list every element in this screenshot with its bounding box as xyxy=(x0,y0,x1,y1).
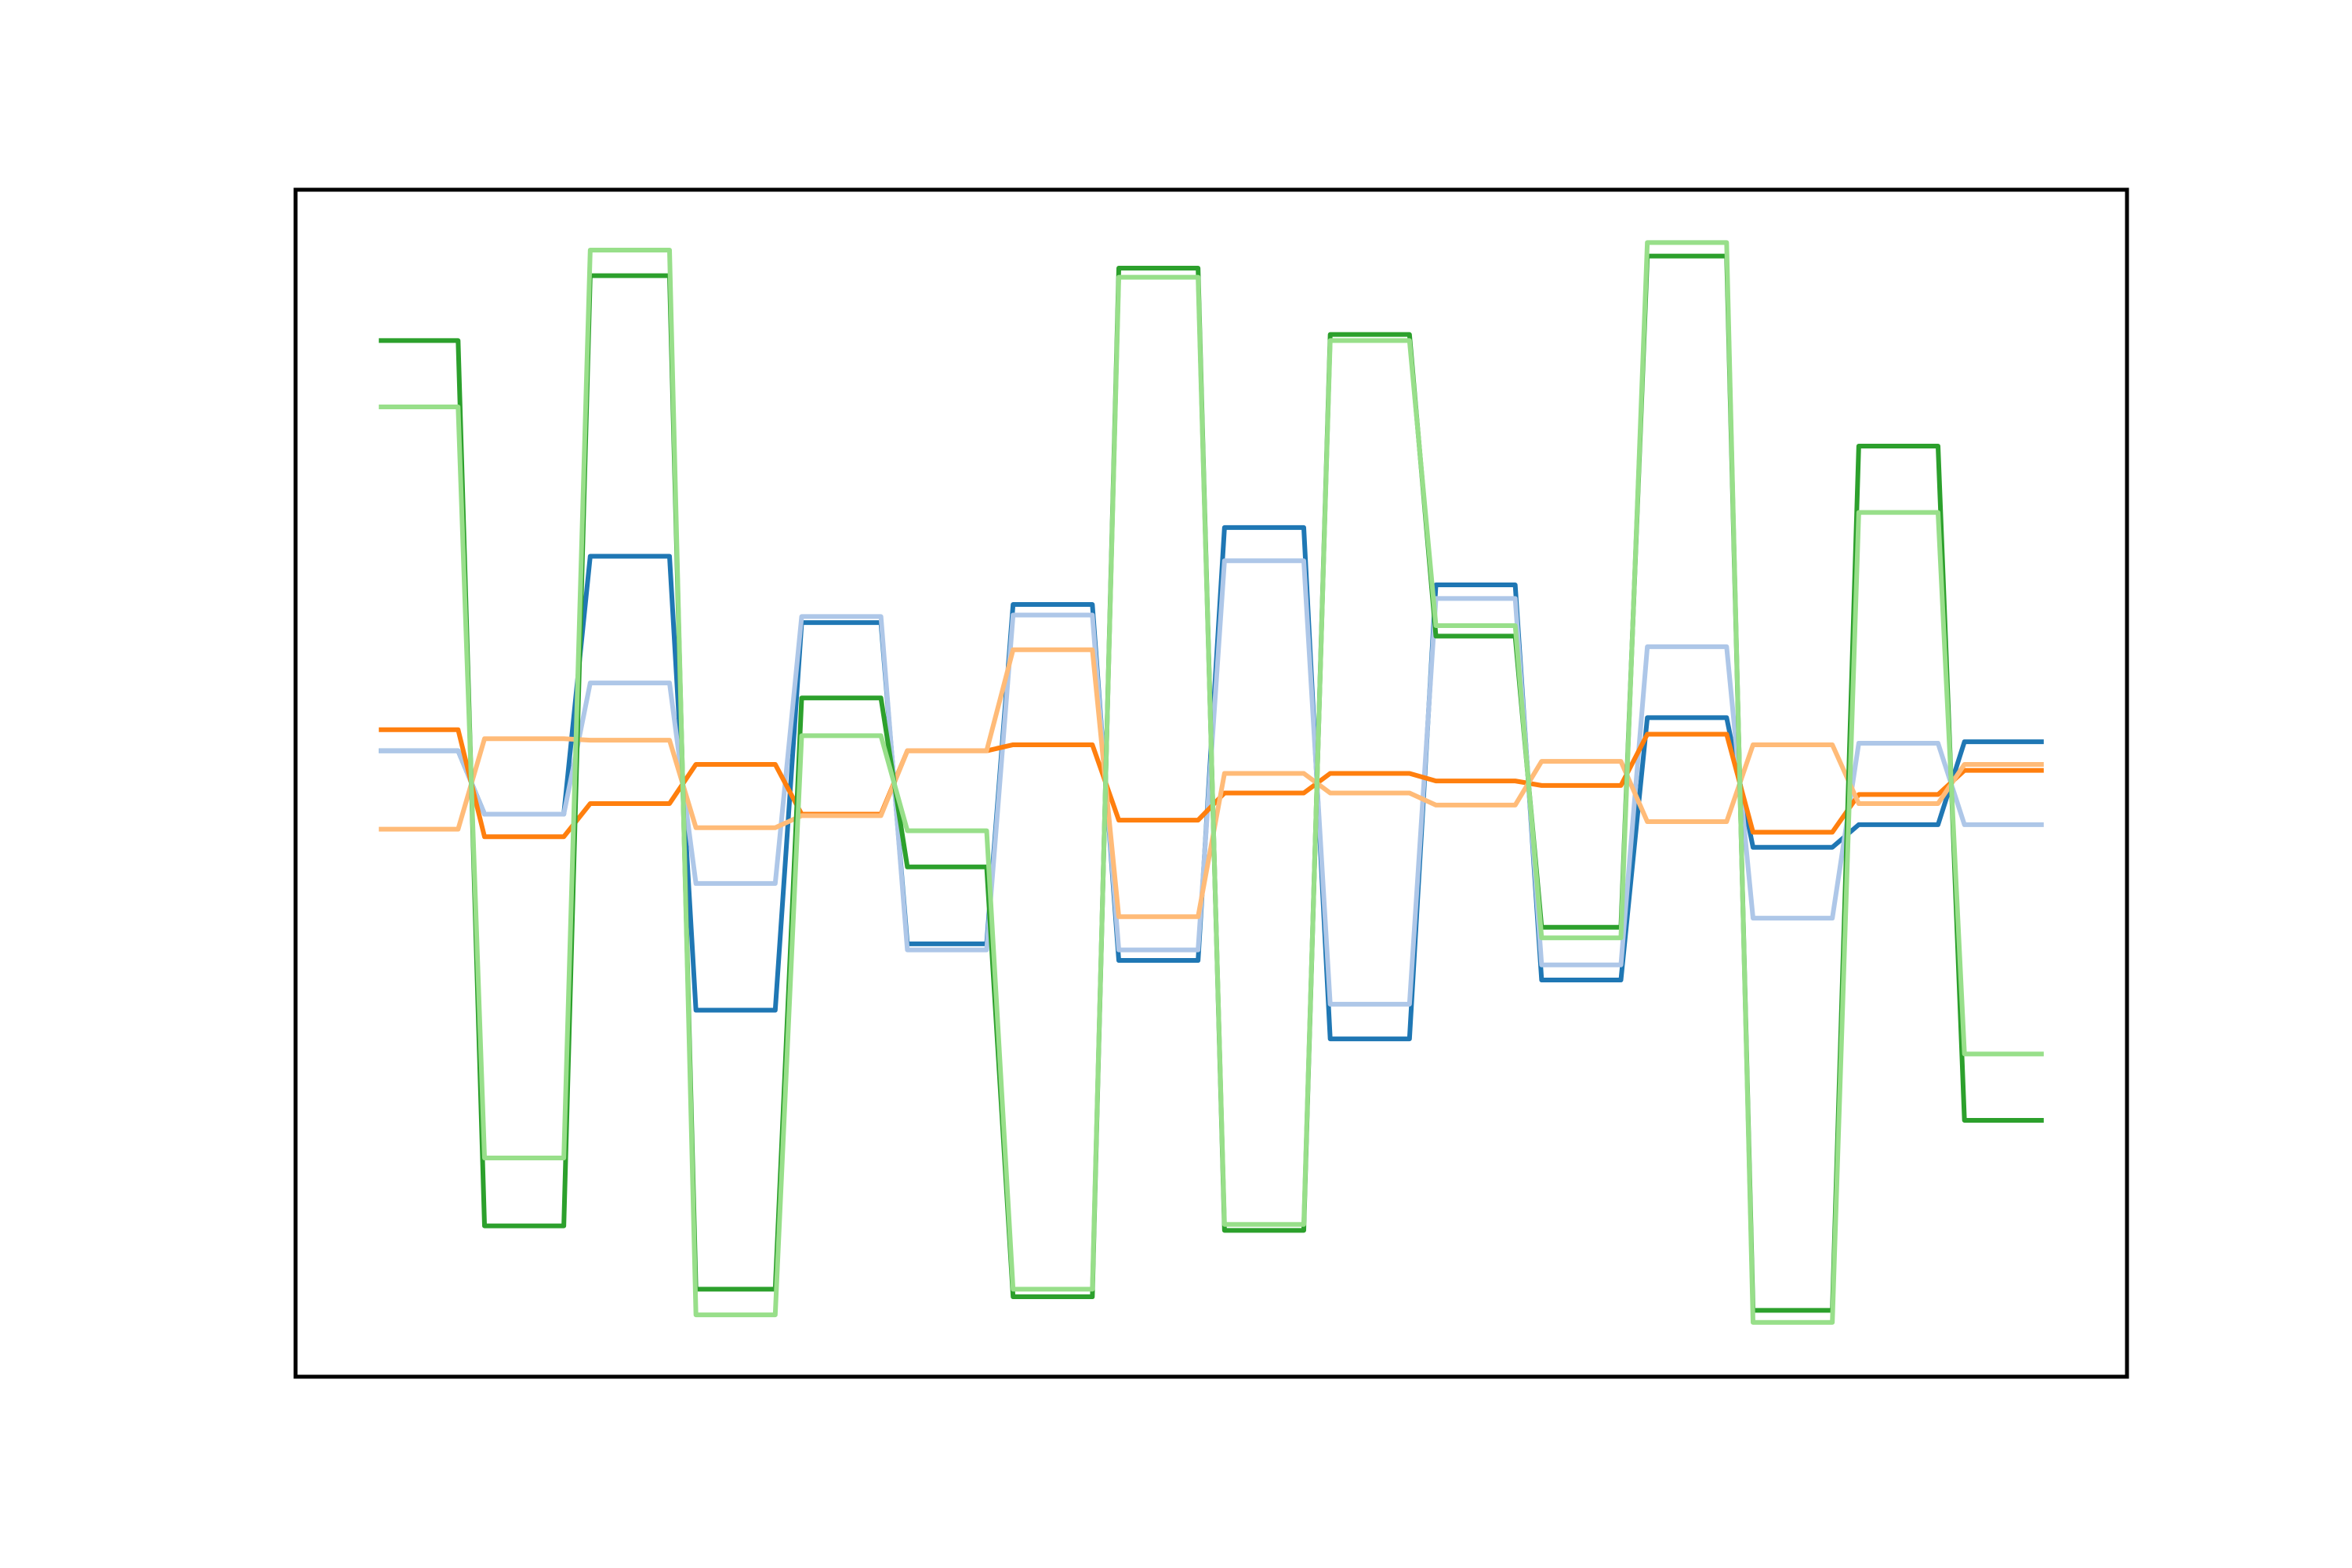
series-line xyxy=(379,647,2044,920)
lines xyxy=(379,240,2044,1325)
series-line xyxy=(379,240,2044,1325)
axes-frame xyxy=(293,187,2129,1379)
